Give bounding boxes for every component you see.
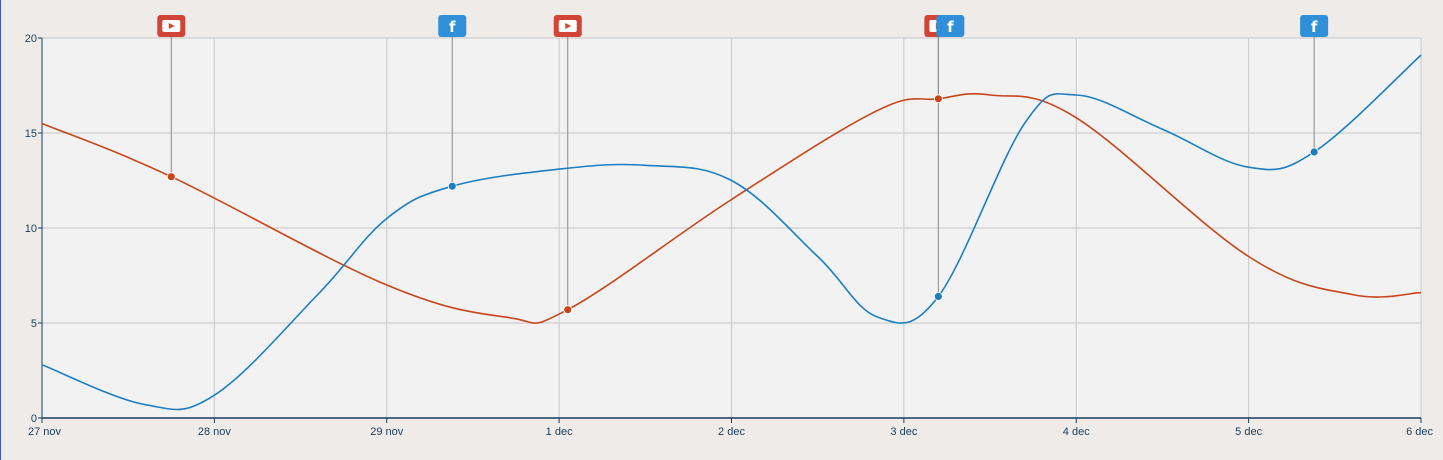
facebook-glyph: f bbox=[449, 18, 456, 36]
facebook-flag-box bbox=[1300, 15, 1329, 37]
y-axis-ticks: 0 5 10 15 20 bbox=[25, 33, 42, 425]
event-flag-lines bbox=[170, 36, 1315, 310]
series-markers bbox=[166, 94, 1319, 315]
x-tick-label: 6 dec bbox=[1406, 426, 1433, 438]
y-tick-label: 5 bbox=[31, 318, 37, 330]
x-tick-label: 4 dec bbox=[1063, 426, 1090, 438]
facebook-glyph: f bbox=[1311, 18, 1318, 36]
series-line-1 bbox=[41, 92, 1422, 324]
series-lines bbox=[41, 54, 1422, 411]
facebook-glyph: f bbox=[947, 18, 954, 36]
play-icon bbox=[565, 23, 572, 29]
x-tick-label: 5 dec bbox=[1235, 426, 1262, 438]
y-tick-label: 10 bbox=[25, 223, 37, 235]
x-tick-label: 29 nov bbox=[370, 426, 404, 438]
facebook-flag-box bbox=[438, 15, 467, 37]
series-1-marker bbox=[563, 305, 573, 315]
series-1-marker bbox=[933, 94, 943, 104]
youtube-icon bbox=[157, 15, 186, 37]
facebook-icon: f bbox=[1300, 15, 1329, 37]
series-2-marker bbox=[1309, 147, 1319, 157]
x-tick-label: 2 dec bbox=[718, 426, 745, 438]
play-icon bbox=[168, 23, 175, 29]
y-tick-label: 20 bbox=[25, 33, 37, 45]
series-1-marker bbox=[166, 172, 176, 182]
x-tick-label: 28 nov bbox=[198, 426, 232, 438]
series-2-marker bbox=[447, 181, 457, 191]
x-tick-label: 3 dec bbox=[890, 426, 917, 438]
x-tick-label: 27 nov bbox=[28, 426, 62, 438]
x-axis-ticks: 27 nov 28 nov 29 nov 1 dec 2 dec 3 dec 4 dec 5 … bbox=[28, 418, 1433, 438]
facebook-icon: f bbox=[936, 15, 965, 37]
facebook-flag-box bbox=[936, 15, 965, 37]
youtube-icon bbox=[553, 15, 582, 37]
y-tick-label: 15 bbox=[25, 128, 37, 140]
y-tick-label: 0 bbox=[31, 413, 37, 425]
facebook-icon: f bbox=[438, 15, 467, 37]
gridlines bbox=[42, 37, 1422, 418]
series-2-marker bbox=[933, 291, 943, 301]
series-line-2 bbox=[41, 54, 1422, 411]
x-tick-label: 1 dec bbox=[546, 426, 573, 438]
